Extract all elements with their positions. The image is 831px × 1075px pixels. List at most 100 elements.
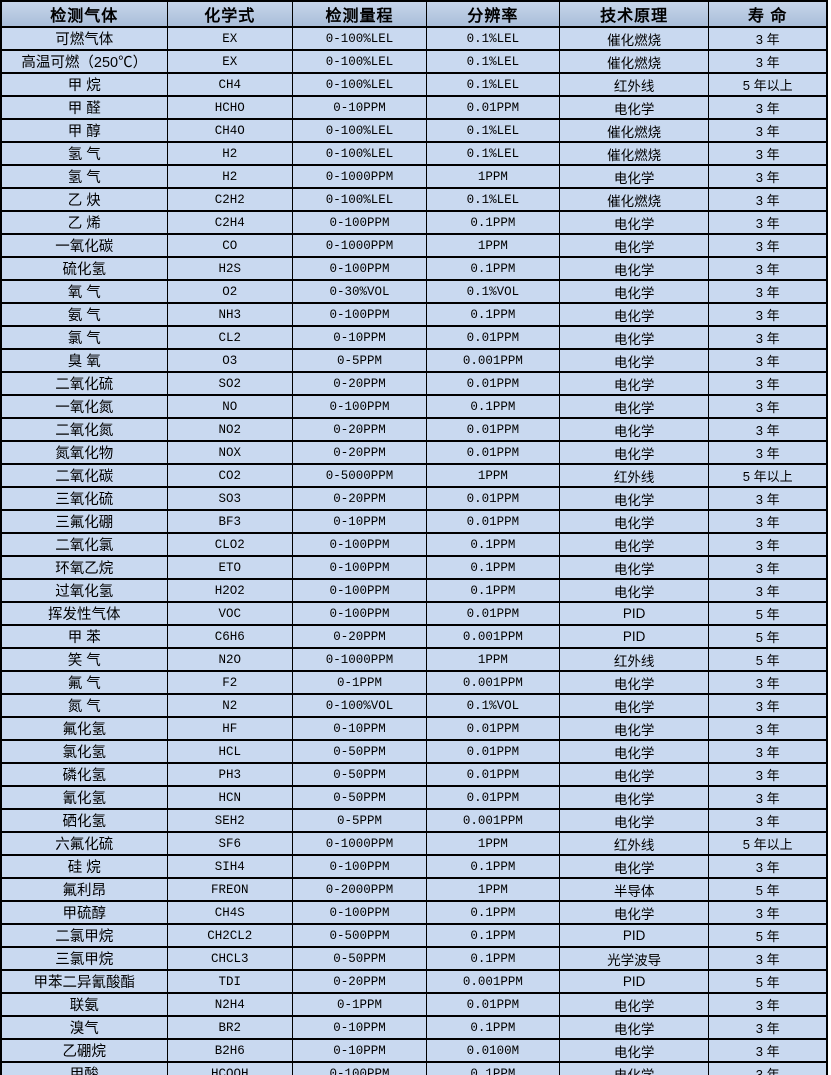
cell-gas-name: 笑 气 (0, 647, 168, 672)
cell-formula: ETO (166, 555, 294, 580)
cell-gas-name: 乙 烯 (0, 210, 168, 235)
cell-range: 0-1000PPM (292, 233, 427, 258)
table-row: 二氧化氮 NO2 0-20PPM 0.01PPM 电化学 3 年 (0, 417, 828, 442)
cell-gas-name: 氮 气 (0, 693, 168, 718)
cell-range: 0-10PPM (292, 1015, 427, 1040)
cell-formula: H2S (166, 256, 294, 281)
cell-gas-name: 甲 醛 (0, 95, 168, 120)
cell-range: 0-30%VOL (292, 279, 427, 304)
table-row: 氰化氢 HCN 0-50PPM 0.01PPM 电化学 3 年 (0, 785, 828, 810)
cell-gas-name: 二氧化氮 (0, 417, 168, 442)
cell-resolution: 0.1PPM (425, 256, 560, 281)
cell-formula: SF6 (166, 831, 294, 856)
cell-gas-name: 二氧化氯 (0, 532, 168, 557)
table-row: 甲 烷 CH4 0-100%LEL 0.1%LEL 红外线 5 年以上 (0, 72, 828, 97)
cell-gas-name: 氯化氢 (0, 739, 168, 764)
table-row: 氯化氢 HCL 0-50PPM 0.01PPM 电化学 3 年 (0, 739, 828, 764)
cell-formula: CO2 (166, 463, 294, 488)
cell-range: 0-1000PPM (292, 647, 427, 672)
cell-principle: 电化学 (558, 693, 710, 718)
table-row: 乙硼烷 B2H6 0-10PPM 0.0100M 电化学 3 年 (0, 1038, 828, 1063)
cell-resolution: 0.01PPM (425, 992, 560, 1017)
cell-lifespan: 3 年 (708, 279, 828, 304)
cell-gas-name: 高温可燃（250℃） (0, 49, 168, 74)
cell-lifespan: 5 年 (708, 877, 828, 902)
cell-principle: 电化学 (558, 95, 710, 120)
cell-resolution: 0.1%LEL (425, 187, 560, 212)
cell-range: 0-100%LEL (292, 72, 427, 97)
cell-resolution: 0.1PPM (425, 900, 560, 925)
cell-formula: H2 (166, 164, 294, 189)
cell-resolution: 0.1%VOL (425, 279, 560, 304)
cell-formula: O2 (166, 279, 294, 304)
cell-lifespan: 3 年 (708, 118, 828, 143)
table-row: 三氧化硫 SO3 0-20PPM 0.01PPM 电化学 3 年 (0, 486, 828, 511)
table-row: 过氧化氢 H2O2 0-100PPM 0.1PPM 电化学 3 年 (0, 578, 828, 603)
table-row: 三氯甲烷 CHCL3 0-50PPM 0.1PPM 光学波导 3 年 (0, 946, 828, 971)
cell-resolution: 0.1PPM (425, 578, 560, 603)
header-range: 检测量程 (292, 0, 427, 28)
cell-range: 0-10PPM (292, 716, 427, 741)
cell-gas-name: 过氧化氢 (0, 578, 168, 603)
cell-lifespan: 3 年 (708, 808, 828, 833)
table-row: 甲酸 HCOOH 0-100PPM 0.1PPM 电化学 3 年 (0, 1061, 828, 1075)
cell-lifespan: 3 年 (708, 578, 828, 603)
cell-gas-name: 氰化氢 (0, 785, 168, 810)
table-row: 乙 炔 C2H2 0-100%LEL 0.1%LEL 催化燃烧 3 年 (0, 187, 828, 212)
cell-range: 0-100%LEL (292, 118, 427, 143)
cell-principle: 电化学 (558, 302, 710, 327)
cell-principle: 半导体 (558, 877, 710, 902)
cell-formula: HCHO (166, 95, 294, 120)
cell-resolution: 0.01PPM (425, 95, 560, 120)
cell-lifespan: 5 年以上 (708, 463, 828, 488)
cell-formula: C6H6 (166, 624, 294, 649)
cell-formula: NH3 (166, 302, 294, 327)
cell-gas-name: 溴气 (0, 1015, 168, 1040)
cell-resolution: 0.01PPM (425, 371, 560, 396)
cell-gas-name: 二氯甲烷 (0, 923, 168, 948)
cell-formula: CH4S (166, 900, 294, 925)
cell-gas-name: 三氟化硼 (0, 509, 168, 534)
cell-formula: PH3 (166, 762, 294, 787)
cell-formula: HCL (166, 739, 294, 764)
cell-gas-name: 氟 气 (0, 670, 168, 695)
cell-range: 0-100PPM (292, 1061, 427, 1075)
cell-principle: 电化学 (558, 417, 710, 442)
cell-formula: CL2 (166, 325, 294, 350)
cell-range: 0-5PPM (292, 808, 427, 833)
cell-resolution: 0.01PPM (425, 716, 560, 741)
cell-gas-name: 氨 气 (0, 302, 168, 327)
cell-formula: NO (166, 394, 294, 419)
table-row: 甲 醛 HCHO 0-10PPM 0.01PPM 电化学 3 年 (0, 95, 828, 120)
cell-principle: 电化学 (558, 348, 710, 373)
cell-resolution: 0.1%LEL (425, 141, 560, 166)
cell-resolution: 1PPM (425, 233, 560, 258)
header-formula: 化学式 (166, 0, 294, 28)
cell-range: 0-100PPM (292, 900, 427, 925)
cell-lifespan: 3 年 (708, 509, 828, 534)
cell-range: 0-100PPM (292, 601, 427, 626)
cell-principle: 催化燃烧 (558, 49, 710, 74)
cell-range: 0-100PPM (292, 555, 427, 580)
cell-range: 0-10PPM (292, 325, 427, 350)
cell-principle: 电化学 (558, 486, 710, 511)
table-body: 可燃气体 EX 0-100%LEL 0.1%LEL 催化燃烧 3 年高温可燃（250℃） E… (0, 26, 828, 1075)
cell-principle: PID (558, 601, 710, 626)
cell-lifespan: 3 年 (708, 992, 828, 1017)
table-row: 高温可燃（250℃） EX 0-100%LEL 0.1%LEL 催化燃烧 3 年 (0, 49, 828, 74)
cell-lifespan: 3 年 (708, 325, 828, 350)
table-row: 氧 气 O2 0-30%VOL 0.1%VOL 电化学 3 年 (0, 279, 828, 304)
cell-formula: CLO2 (166, 532, 294, 557)
table-row: 氟利昂 FREON 0-2000PPM 1PPM 半导体 5 年 (0, 877, 828, 902)
table-row: 三氟化硼 BF3 0-10PPM 0.01PPM 电化学 3 年 (0, 509, 828, 534)
cell-principle: 电化学 (558, 739, 710, 764)
cell-gas-name: 氮氧化物 (0, 440, 168, 465)
table-row: 氢 气 H2 0-1000PPM 1PPM 电化学 3 年 (0, 164, 828, 189)
cell-gas-name: 硫化氢 (0, 256, 168, 281)
cell-range: 0-100%LEL (292, 26, 427, 51)
cell-principle: PID (558, 624, 710, 649)
cell-resolution: 0.1PPM (425, 1015, 560, 1040)
table-row: 氮 气 N2 0-100%VOL 0.1%VOL 电化学 3 年 (0, 693, 828, 718)
cell-formula: N2 (166, 693, 294, 718)
table-row: 氢 气 H2 0-100%LEL 0.1%LEL 催化燃烧 3 年 (0, 141, 828, 166)
